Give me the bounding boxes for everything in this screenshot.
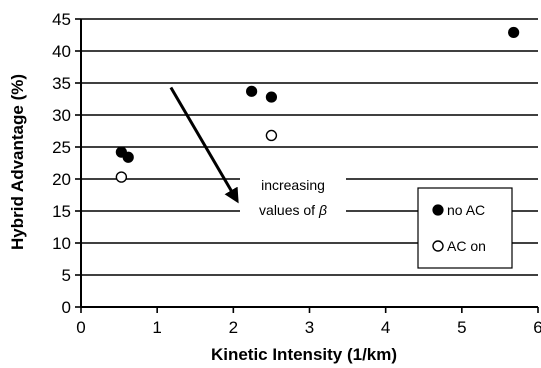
point-ac-on-1 bbox=[265, 129, 278, 142]
legend: no AC AC on bbox=[417, 187, 513, 269]
y-axis-tick-labels: 0 5 10 15 20 25 30 35 40 45 bbox=[52, 10, 81, 317]
annotation: increasing values of β bbox=[169, 86, 346, 220]
data-points bbox=[115, 26, 520, 183]
y-tick-label-30: 30 bbox=[52, 106, 71, 125]
annotation-line-1: increasing bbox=[261, 177, 325, 193]
y-tick-label-20: 20 bbox=[52, 170, 71, 189]
y-tick-label-0: 0 bbox=[62, 298, 71, 317]
legend-marker-no-ac bbox=[432, 204, 444, 216]
legend-label-ac-on: AC on bbox=[447, 238, 486, 254]
y-axis-title: Hybrid Advantage (%) bbox=[8, 74, 27, 250]
point-ac-on-0 bbox=[115, 171, 128, 183]
x-tick-label-5: 5 bbox=[457, 318, 466, 337]
y-tick-label-35: 35 bbox=[52, 74, 71, 93]
legend-label-no-ac: no AC bbox=[447, 202, 485, 218]
y-tick-label-40: 40 bbox=[52, 42, 71, 61]
annotation-line-2-prefix: values of bbox=[259, 202, 319, 218]
point-no-ac-4 bbox=[508, 26, 520, 39]
x-tick-label-3: 3 bbox=[305, 318, 314, 337]
grid-lines bbox=[81, 18, 538, 276]
point-no-ac-3 bbox=[265, 91, 278, 103]
legend-box bbox=[417, 187, 513, 269]
x-tick-label-0: 0 bbox=[76, 318, 85, 337]
x-tick-label-4: 4 bbox=[381, 318, 390, 337]
y-tick-label-5: 5 bbox=[62, 266, 71, 285]
y-tick-label-45: 45 bbox=[52, 10, 71, 29]
point-no-ac-1 bbox=[122, 151, 134, 163]
legend-marker-ac-on bbox=[432, 240, 444, 252]
annotation-arrow bbox=[169, 86, 239, 204]
point-no-ac-2 bbox=[246, 85, 258, 97]
annotation-line-2: values of β bbox=[259, 202, 327, 218]
y-tick-label-25: 25 bbox=[52, 138, 71, 157]
x-axis-title: Kinetic Intensity (1/km) bbox=[211, 345, 397, 364]
y-tick-label-10: 10 bbox=[52, 234, 71, 253]
annotation-beta-symbol: β bbox=[318, 202, 327, 218]
y-tick-label-15: 15 bbox=[52, 202, 71, 221]
x-tick-label-6: 6 bbox=[533, 318, 541, 337]
x-axis-tick-labels: 0 1 2 3 4 5 6 bbox=[76, 307, 541, 337]
x-tick-label-1: 1 bbox=[152, 318, 161, 337]
x-tick-label-2: 2 bbox=[229, 318, 238, 337]
